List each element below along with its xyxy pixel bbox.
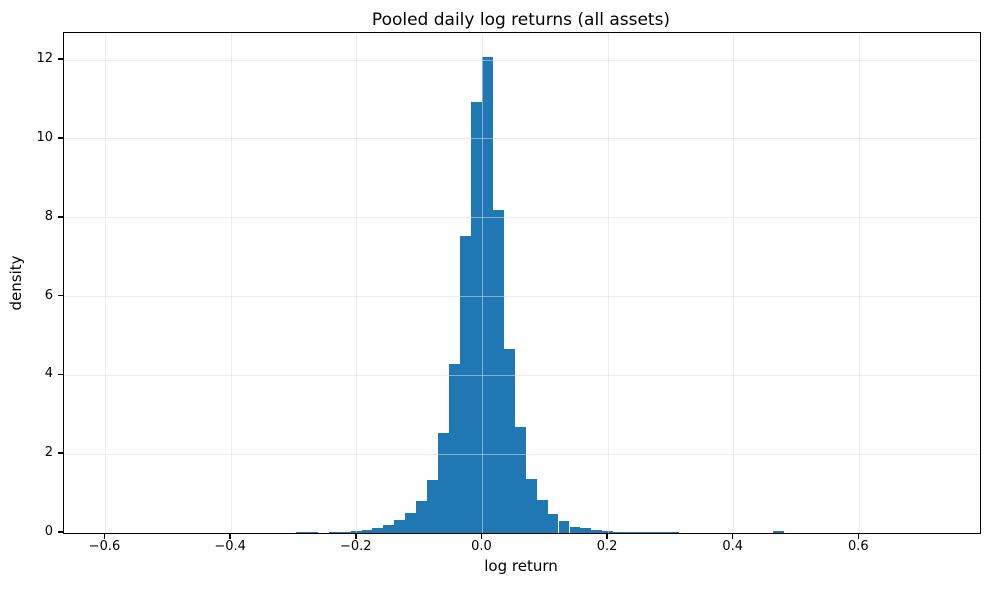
histogram-bar: [591, 529, 603, 533]
histogram-bar: [635, 531, 647, 533]
x-tick-label: 0.6: [848, 539, 869, 554]
y-tick-label: 4: [44, 366, 53, 382]
x-tick-label: 0.4: [722, 539, 744, 554]
y-tick-mark: [58, 137, 63, 139]
histogram-bar: [624, 531, 636, 533]
histogram-bar: [525, 478, 537, 533]
histogram-bar: [580, 527, 592, 533]
x-tick-mark: [355, 533, 357, 539]
histogram-bar: [405, 513, 417, 533]
plot-area: [63, 32, 981, 534]
histogram-bar: [438, 432, 450, 533]
y-tick-mark: [58, 294, 63, 297]
histogram-bars-layer: [64, 33, 980, 533]
y-tick-mark: [58, 452, 63, 454]
histogram-bar: [558, 521, 570, 533]
histogram-bar: [569, 527, 581, 533]
y-tick-mark: [58, 216, 63, 218]
histogram-bar: [361, 529, 373, 533]
histogram-bar: [306, 531, 318, 533]
x-tick-label: −0.4: [214, 539, 246, 554]
x-tick-mark: [731, 533, 734, 539]
x-tick-mark: [606, 533, 608, 539]
histogram-bar: [646, 531, 657, 533]
x-tick-label: −0.6: [88, 539, 121, 554]
x-tick-mark: [229, 533, 231, 539]
histogram-bar: [470, 101, 482, 533]
x-tick-mark: [857, 533, 860, 539]
histogram-bar: [295, 531, 307, 533]
histogram-bar: [372, 527, 384, 533]
histogram-bar: [383, 525, 395, 533]
histogram-bar: [350, 531, 362, 533]
x-tick-mark: [103, 533, 106, 539]
histogram-bar: [602, 531, 614, 533]
histogram-bar: [773, 531, 785, 533]
y-tick-label: 10: [36, 129, 53, 145]
y-tick-label: 6: [44, 287, 53, 303]
histogram-bar: [492, 209, 504, 533]
histogram-bar: [449, 363, 461, 533]
histogram-bar: [427, 479, 439, 533]
x-tick-mark: [480, 533, 483, 539]
y-tick-mark: [58, 373, 63, 376]
x-tick-label: −0.2: [339, 539, 372, 554]
histogram-bar: [613, 531, 625, 533]
histogram-bar: [503, 348, 515, 533]
y-tick-label: 12: [36, 51, 53, 67]
y-tick-mark: [58, 58, 63, 60]
x-tick-label: 0.2: [596, 539, 618, 554]
histogram-bar: [514, 427, 526, 533]
histogram-bar: [339, 531, 351, 533]
y-tick-label: 8: [44, 208, 53, 224]
histogram-bar: [547, 514, 559, 533]
histogram-bar: [657, 531, 668, 533]
x-axis-label: log return: [484, 557, 558, 575]
histogram-bar: [460, 235, 472, 533]
histogram-bar: [667, 531, 679, 533]
histogram-bar: [394, 520, 406, 533]
x-tick-label: 0.0: [471, 539, 492, 554]
y-tick-label: 0: [44, 524, 53, 539]
y-tick-mark: [58, 531, 63, 533]
histogram-bar: [481, 57, 493, 533]
chart-title: Pooled daily log returns (all assets): [371, 10, 671, 30]
histogram-bar: [328, 532, 340, 533]
histogram-bar: [416, 501, 428, 533]
y-tick-label: 2: [44, 445, 53, 461]
histogram-bar: [536, 500, 548, 533]
